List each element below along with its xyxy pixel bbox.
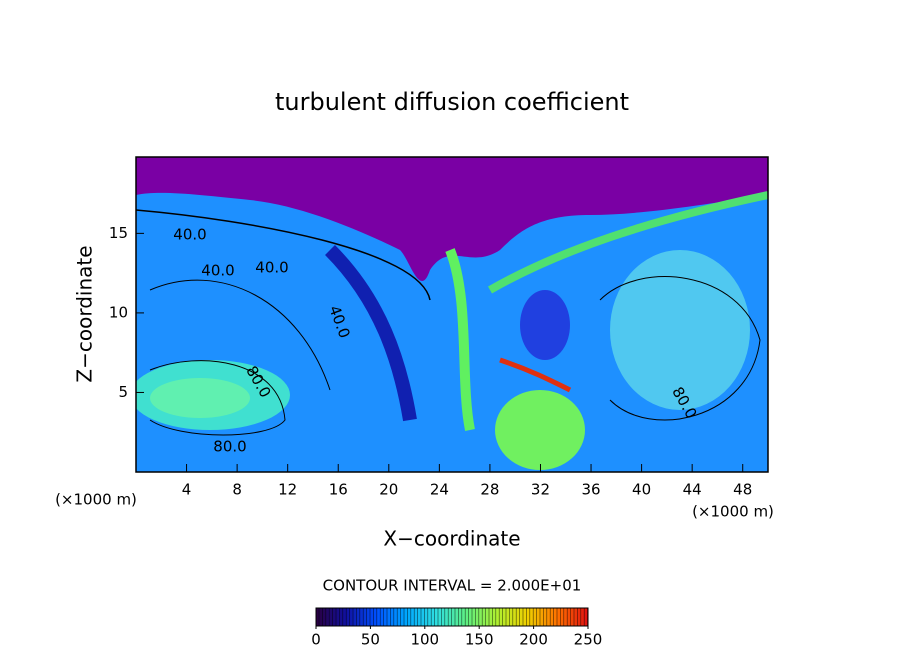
colorbar-tick-label: 100 bbox=[410, 631, 439, 649]
x-tick-label: 40 bbox=[632, 481, 651, 499]
field-streak bbox=[445, 248, 475, 431]
field-upper bbox=[136, 157, 768, 281]
contour-interval: CONTOUR INTERVAL = 2.000E+01 bbox=[323, 577, 582, 595]
x-tick-label: 32 bbox=[531, 481, 550, 499]
y-tick-label: 15 bbox=[109, 224, 128, 242]
colorbar-tick-label: 250 bbox=[574, 631, 603, 649]
contour-field bbox=[136, 157, 768, 472]
contour-label: 40.0 bbox=[255, 259, 288, 277]
chart-title: turbulent diffusion coefficient bbox=[275, 88, 629, 116]
x-tick-label: 36 bbox=[581, 481, 600, 499]
field-streak bbox=[325, 245, 417, 422]
contour-label: 40.0 bbox=[201, 262, 234, 280]
field-patch bbox=[610, 250, 750, 410]
x-tick-label: 4 bbox=[182, 481, 192, 499]
contour-line bbox=[136, 209, 431, 301]
field-patch bbox=[150, 378, 250, 418]
contour-label: 40.0 bbox=[173, 226, 206, 244]
x-tick-label: 44 bbox=[683, 481, 702, 499]
x-tick-label: 12 bbox=[278, 481, 297, 499]
colorbar-tick-label: 50 bbox=[361, 631, 380, 649]
contour-label: 80.0 bbox=[213, 438, 246, 456]
contour-line bbox=[149, 279, 331, 391]
field-streak bbox=[488, 191, 768, 294]
y-tick-label: 5 bbox=[118, 383, 128, 401]
colorbar-tick-label: 150 bbox=[465, 631, 494, 649]
x-tick-label: 24 bbox=[430, 481, 449, 499]
x-unit-label: (×1000 m) bbox=[55, 491, 137, 509]
x-unit-label: (×1000 m) bbox=[692, 503, 774, 521]
contour-line bbox=[149, 360, 286, 436]
x-tick-label: 8 bbox=[232, 481, 242, 499]
colorbar-tick-label: 200 bbox=[519, 631, 548, 649]
field-streak bbox=[499, 357, 572, 393]
field-patch bbox=[495, 390, 585, 470]
x-tick-label: 48 bbox=[733, 481, 752, 499]
colorbar bbox=[315, 607, 589, 627]
plot-frame bbox=[135, 156, 769, 473]
colorbar-tick-label: 0 bbox=[311, 631, 321, 649]
y-tick-label: 10 bbox=[109, 303, 128, 321]
x-tick-label: 20 bbox=[379, 481, 398, 499]
x-axis-label: X−coordinate bbox=[383, 527, 520, 551]
field-patch bbox=[520, 290, 570, 360]
x-tick-label: 16 bbox=[329, 481, 348, 499]
y-axis-label: Z−coordinate bbox=[73, 245, 97, 382]
x-tick-label: 28 bbox=[480, 481, 499, 499]
contour-line bbox=[599, 276, 761, 421]
